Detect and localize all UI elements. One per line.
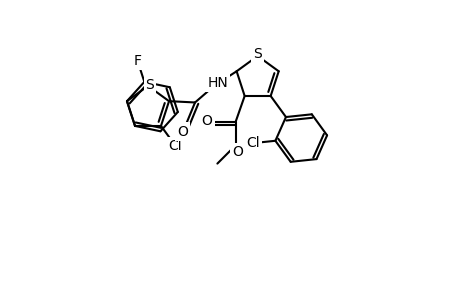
Text: S: S [146,78,154,92]
Text: Cl: Cl [246,136,260,150]
Text: F: F [133,54,141,68]
Text: O: O [202,114,212,128]
Text: HN: HN [207,76,227,90]
Text: Cl: Cl [168,139,181,153]
Text: O: O [177,124,188,139]
Text: O: O [232,146,242,159]
Text: S: S [253,47,262,61]
